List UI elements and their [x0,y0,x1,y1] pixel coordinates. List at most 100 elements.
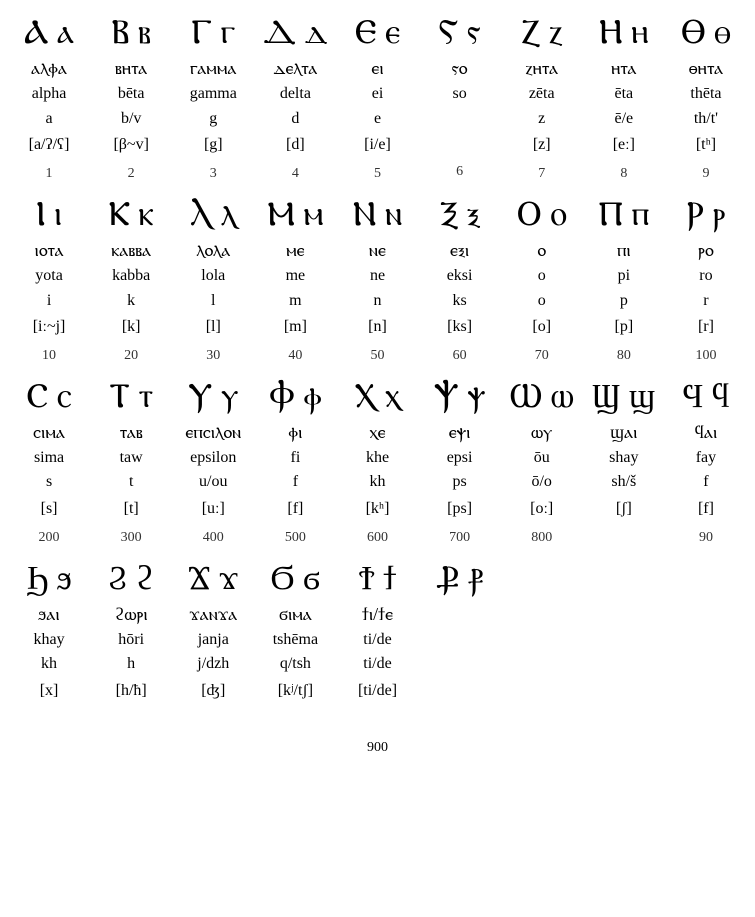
letter-native-name: ϩⲱⲣⲓ [92,602,170,627]
letter-ipa: [ps] [421,498,499,520]
letter-numeric-value: 100 [667,346,745,366]
letter-cell: Ⲏ ⲏⲏⲧⲁētaē/e[eː]8 [583,10,665,192]
letter-ipa: [z] [503,134,581,156]
letter-cell: Ϯ ϯϯⲓ/ϯⲉti/deti/de[ti/de] [336,556,418,736]
letter-sound: i [10,290,88,312]
letter-cell: Ⲍ ⲍⲍⲏⲧⲁzētaz[z]7 [501,10,583,192]
letter-numeric-value [256,710,334,728]
letter-ipa: [i/e] [338,134,416,156]
letter-numeric-value: 20 [92,346,170,366]
letter-sound: ē/e [585,108,663,130]
letter-transliteration: janja [174,629,252,651]
letter-ipa: [f] [667,498,745,520]
letter-transliteration: thēta [667,83,745,105]
letter-glyph: Ⲟ ⲟ [503,196,581,236]
letter-cell: Ⲫ ⲫⲫⲓfif[f]500 [254,374,336,556]
letter-glyph: Ⲯ ⲯ [421,378,499,418]
letter-cell: Ⲧ ⲧⲧⲁⲃtawt[t]300 [90,374,172,556]
letter-glyph: Ⲛ ⲛ [338,196,416,236]
letter-cell: Ⳁ ⳁ [419,556,501,736]
letter-native-name: ⲕⲁⲃⲃⲁ [92,238,170,263]
letter-glyph: Ⲁ ⲁ [10,14,88,54]
letter-sound: g [174,108,252,130]
letter-native-name: ⲧⲁⲃ [92,420,170,445]
letter-sound [421,650,499,670]
letter-numeric-value: 70 [503,346,581,366]
letter-transliteration: ti/de [338,629,416,651]
letter-sound: b/v [92,108,170,130]
letter-cell: Ϧ ϧϧⲁⲓkhaykh[x] [8,556,90,736]
letter-numeric-value [421,704,499,722]
letter-sound: f [667,471,745,493]
letter-numeric-value: 30 [174,346,252,366]
letter-cell: Ϥ ϥϥⲁⲓfayf[f]90 [665,374,747,556]
letter-ipa: [d] [256,134,334,156]
letter-sound: r [667,290,745,312]
letter-cell: Ⲙ ⲙⲙⲉmem[m]40 [254,192,336,374]
letter-transliteration: shay [585,447,663,469]
letter-ipa: [g] [174,134,252,156]
letter-transliteration: epsi [421,447,499,469]
letter-cell: Ϫ ϫϫⲁⲛϫⲁjanjaj/dzh[ʤ] [172,556,254,736]
letter-numeric-value: 5 [338,164,416,184]
letter-ipa: [k] [92,316,170,338]
letter-native-name: ⲛⲉ [338,238,416,263]
letter-cell: Ⲇ ⲇⲇⲉⲗⲧⲁdeltad[d]4 [254,10,336,192]
letter-glyph: Ϧ ϧ [10,560,88,600]
letter-ipa: [eː] [585,134,663,156]
letter-transliteration [421,628,499,648]
letter-glyph: Ⳁ ⳁ [421,560,499,600]
letter-transliteration: bēta [92,83,170,105]
letter-glyph: Ϩ ϩ [92,560,170,600]
letter-ipa [421,132,499,154]
letter-transliteration: zēta [503,83,581,105]
letter-transliteration: khe [338,447,416,469]
letter-native-name: ⲉⲡⲥⲓⲗⲟⲛ [174,420,252,445]
letter-sound: e [338,108,416,130]
letter-numeric-value: 500 [256,528,334,548]
letter-native-name: ⲅⲁⲙⲙⲁ [174,56,252,81]
letter-transliteration: tshēma [256,629,334,651]
letter-transliteration: lola [174,265,252,287]
letter-cell: Ⲭ ⲭⲭⲉkhekh[kʰ]600 [336,374,418,556]
letter-sound: d [256,108,334,130]
letter-transliteration: khay [10,629,88,651]
letter-native-name: ϥⲁⲓ [667,420,745,445]
letter-transliteration: taw [92,447,170,469]
letter-transliteration: ne [338,265,416,287]
letter-native-name: ⲱⲩ [503,420,581,445]
letter-numeric-value: 50 [338,346,416,366]
letter-numeric-value: 1 [10,164,88,184]
letter-glyph: Ⲥ ⲥ [10,378,88,418]
letter-cell: Ⲅ ⲅⲅⲁⲙⲙⲁgammag[g]3 [172,10,254,192]
letter-glyph: Ⲍ ⲍ [503,14,581,54]
letter-numeric-value: 200 [10,528,88,548]
letter-numeric-value: 2 [92,164,170,184]
letter-cell: Ⲃ ⲃⲃⲏⲧⲁbētab/v[β~v]2 [90,10,172,192]
letter-ipa: [p] [585,316,663,338]
letter-numeric-value: 800 [503,528,581,548]
alphabet-grid: Ⲁ ⲁⲁⲗⲫⲁalphaa[a/ʔ/ʕ]1Ⲃ ⲃⲃⲏⲧⲁbētab/v[β~v]… [8,10,747,736]
letter-ipa: [o] [503,316,581,338]
letter-glyph: Ⲣ ⲣ [667,196,745,236]
letter-ipa: [iː~j] [10,316,88,338]
letter-sound: sh/š [585,471,663,493]
letter-sound: t [92,471,170,493]
letter-numeric-value: 9 [667,164,745,184]
letter-sound: ti/de [338,653,416,675]
letter-native-name: ϭⲓⲙⲁ [256,602,334,627]
letter-sound: ks [421,290,499,312]
letter-numeric-value: 40 [256,346,334,366]
letter-native-name: ϣⲁⲓ [585,420,663,445]
letter-transliteration: hōri [92,629,170,651]
letter-glyph: Ⲇ ⲇ [256,14,334,54]
letter-sound: p [585,290,663,312]
letter-transliteration: kabba [92,265,170,287]
letter-numeric-value [174,710,252,728]
letter-cell: Ⲉ ⲉⲉⲓeie[i/e]5 [336,10,418,192]
letter-glyph: Ϫ ϫ [174,560,252,600]
letter-glyph: Ⲙ ⲙ [256,196,334,236]
letter-glyph: Ⲱ ⲱ [503,378,581,418]
letter-sound: z [503,108,581,130]
letter-native-name: ⲉⲝⲓ [421,238,499,263]
